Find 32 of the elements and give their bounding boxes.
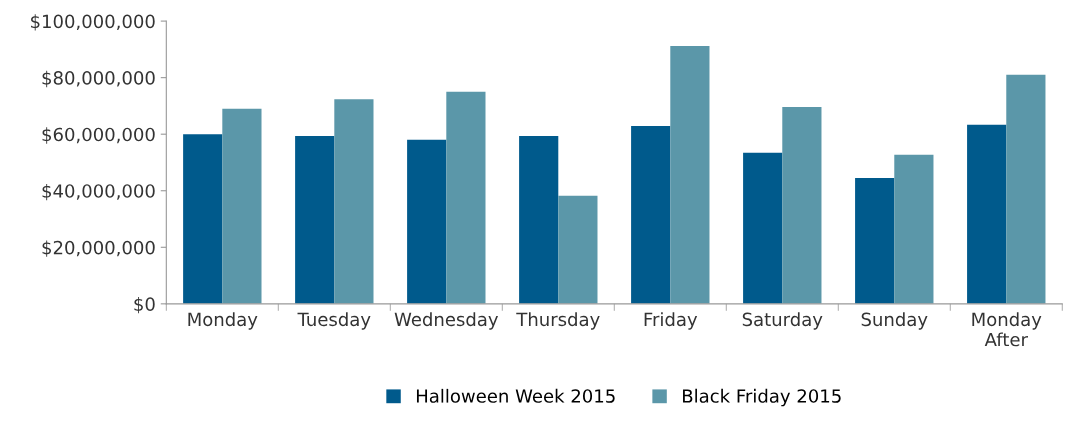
bar — [894, 154, 934, 304]
bar — [967, 124, 1007, 304]
y-tick-label: $40,000,000 — [42, 183, 155, 201]
x-tick-label: Tuesday — [297, 312, 371, 330]
legend-label: Halloween Week 2015 — [416, 388, 615, 403]
x-tick-label: Sunday — [861, 312, 928, 330]
x-tick-label: Thursday — [516, 312, 600, 330]
x-tick-label: Friday — [644, 312, 698, 330]
bar — [631, 126, 671, 304]
bar — [670, 45, 710, 304]
bar — [855, 178, 895, 304]
bar — [183, 134, 223, 304]
bar — [782, 107, 822, 304]
x-tick-label: Saturday — [742, 312, 823, 330]
bar — [295, 135, 335, 304]
bar — [519, 135, 559, 304]
y-tick-label: $60,000,000 — [42, 127, 155, 144]
bar — [334, 99, 374, 304]
x-tick-label: Monday — [188, 312, 258, 330]
bar — [446, 91, 486, 304]
legend-label: Black Friday 2015 — [683, 388, 841, 407]
bar — [558, 195, 598, 304]
y-tick-label: $0 — [134, 296, 155, 314]
bar — [407, 139, 447, 304]
x-tick-label: Monday After — [972, 312, 1042, 347]
x-tick-label: Wednesday — [394, 312, 499, 330]
y-tick-label: $100,000,000 — [31, 14, 155, 31]
bar — [1006, 74, 1046, 304]
bar — [222, 108, 262, 304]
y-tick-label: $20,000,000 — [42, 240, 155, 257]
bar — [743, 152, 783, 304]
y-tick-label: $80,000,000 — [42, 70, 155, 88]
